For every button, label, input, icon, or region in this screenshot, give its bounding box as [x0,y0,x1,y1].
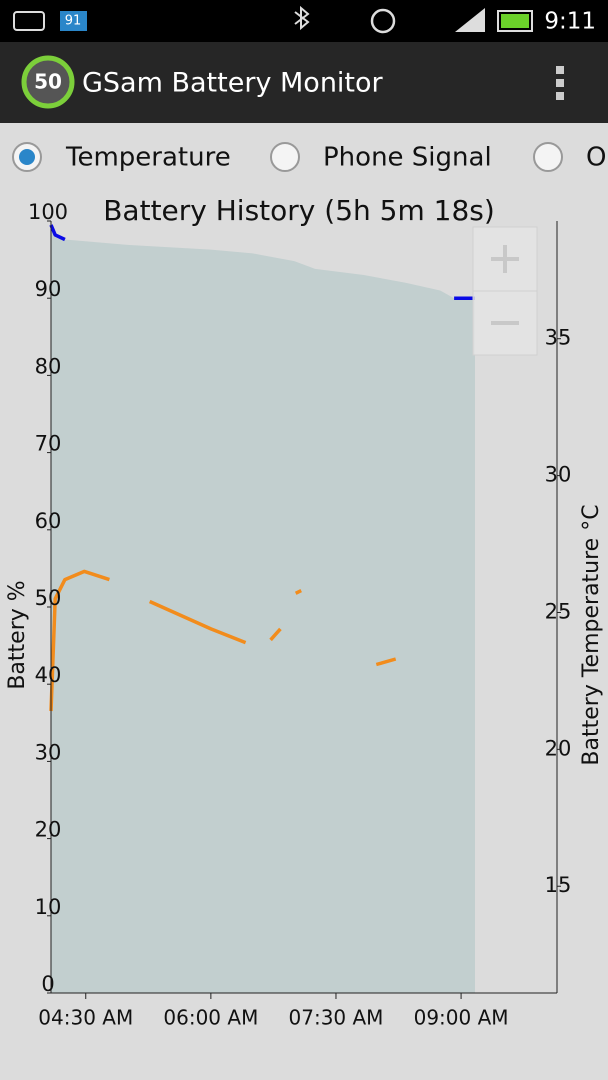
y2-axis-label: Battery Temperature °C [579,504,604,765]
alarm-icon [370,8,396,34]
signal-icon [455,8,485,32]
y-tick-label: 70 [35,432,62,456]
battery-icon [497,10,533,32]
y-tick-label: 40 [35,663,62,687]
x-tick-label: 07:30 AM [289,1006,384,1030]
app-icon[interactable] [21,55,75,109]
radio-label[interactable]: Phone Signal [323,143,492,173]
y2-tick-label: 20 [545,736,572,760]
chart-title: Battery History (5h 5m 18s) [103,194,495,227]
clock: 9:11 [544,9,596,35]
y-tick-label: 80 [35,354,62,378]
y-tick-label: 0 [41,972,54,996]
y-axis-label: Battery % [5,580,30,689]
series-line [49,224,475,300]
battery-area [51,224,475,993]
y2-tick-label: 35 [545,326,572,350]
badge-text: 91 [65,14,82,29]
y-tick-label: 30 [35,740,62,764]
radio-label[interactable]: O [586,143,606,173]
app-bar [0,42,608,123]
x-tick-label: 09:00 AM [414,1006,509,1030]
y2-tick-label: 30 [545,463,572,487]
app-icon-label: 50 [34,70,62,94]
notification-icon [13,11,45,31]
radio-selected [19,149,35,165]
plus-icon [491,245,519,273]
chart: Battery History (5h 5m 18s) Battery % Ba… [5,194,604,766]
y-tick-label: 60 [35,509,62,533]
options-row [0,123,608,191]
y-tick-label: 50 [35,586,62,610]
radio-button[interactable] [270,142,300,172]
radio-button[interactable] [533,142,563,172]
radio-label[interactable]: Temperature [65,143,231,173]
y-tick-label: 20 [35,818,62,842]
x-tick-label: 06:00 AM [163,1006,258,1030]
app-title: GSam Battery Monitor [82,68,384,99]
bluetooth-icon [294,5,310,31]
y2-tick-label: 25 [545,599,572,623]
x-tick-label: 04:30 AM [38,1006,133,1030]
y2-tick-label: 15 [545,873,572,897]
battery-level [501,14,529,28]
overflow-menu[interactable] [556,66,564,100]
y-tick-label: 100 [28,200,68,224]
y-tick-label: 90 [35,277,62,301]
y-tick-label: 10 [35,895,62,919]
badge-bg [60,11,87,31]
zoom-controls [472,226,538,356]
